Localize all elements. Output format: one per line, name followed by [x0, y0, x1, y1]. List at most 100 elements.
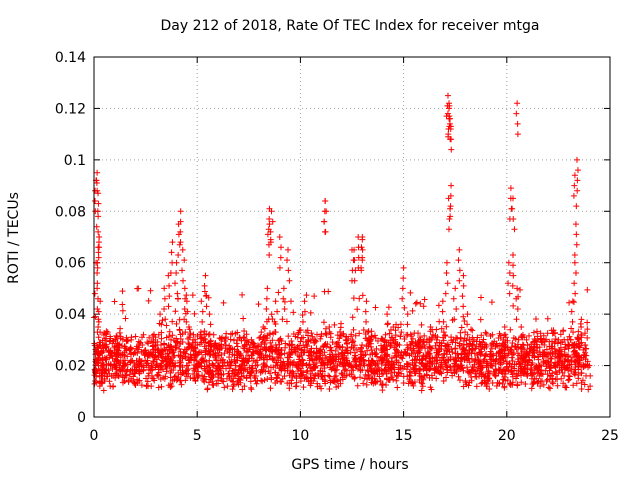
data-point — [249, 352, 256, 359]
data-point — [409, 360, 416, 366]
data-point — [94, 270, 101, 276]
data-point — [485, 367, 492, 374]
data-point — [247, 378, 254, 385]
data-point — [339, 371, 346, 378]
data-point — [285, 246, 292, 253]
data-point — [138, 382, 145, 389]
data-point — [157, 311, 164, 318]
data-point — [95, 200, 102, 207]
data-point — [556, 367, 563, 374]
data-point — [254, 362, 261, 369]
data-point — [284, 257, 291, 264]
data-point — [364, 347, 371, 354]
data-point — [456, 377, 463, 384]
data-point — [154, 372, 161, 379]
data-point — [115, 352, 122, 359]
y-tick-label: 0.1 — [64, 153, 86, 169]
data-point — [155, 384, 162, 391]
data-point — [234, 378, 241, 384]
data-point — [94, 169, 101, 176]
data-point — [548, 355, 555, 362]
data-point — [492, 357, 499, 364]
data-point — [426, 354, 433, 361]
data-point — [302, 374, 309, 381]
data-point — [518, 324, 525, 330]
data-point — [389, 354, 396, 361]
data-point — [95, 213, 102, 220]
data-point — [571, 252, 578, 258]
data-point — [171, 373, 178, 380]
data-point — [531, 353, 538, 360]
data-point — [109, 365, 116, 372]
data-point — [248, 336, 255, 343]
data-point — [367, 336, 374, 343]
data-point — [320, 319, 327, 326]
data-point — [210, 352, 217, 359]
x-tick-label: 25 — [601, 428, 619, 444]
data-point — [95, 244, 102, 251]
data-point — [445, 195, 452, 202]
data-point — [240, 358, 247, 365]
data-point — [557, 331, 564, 338]
data-point — [263, 295, 270, 302]
data-point — [551, 340, 558, 347]
data-point — [209, 378, 216, 385]
data-point — [519, 334, 526, 341]
data-point — [427, 365, 434, 372]
data-point — [378, 367, 385, 374]
data-point — [483, 330, 490, 337]
data-point — [199, 372, 206, 379]
data-point — [240, 344, 247, 351]
data-point — [326, 385, 333, 392]
data-point — [119, 364, 126, 371]
data-point — [176, 345, 183, 352]
data-point — [333, 343, 340, 350]
data-point — [210, 331, 217, 338]
data-point — [458, 324, 465, 331]
data-point — [183, 298, 190, 305]
data-point — [182, 377, 189, 384]
data-point — [215, 343, 222, 350]
data-point — [272, 379, 279, 386]
data-point — [486, 385, 493, 392]
data-point — [159, 354, 166, 361]
data-point — [202, 347, 209, 354]
data-point — [356, 330, 363, 337]
data-point — [532, 337, 539, 344]
data-point — [286, 277, 293, 284]
axis-ticks: 0 5 10 15 20 25 0 0.02 0.04 0.06 0.08 0.1 0.12 0.14 — [55, 50, 619, 444]
data-point — [443, 259, 450, 266]
data-point — [388, 334, 395, 341]
data-point — [206, 357, 213, 364]
data-point — [117, 325, 124, 332]
data-point — [187, 354, 194, 361]
data-point — [235, 349, 242, 355]
data-point — [293, 362, 300, 369]
data-point — [269, 348, 276, 355]
data-point — [271, 318, 278, 325]
data-point — [338, 320, 345, 327]
data-point — [287, 298, 294, 305]
data-point — [392, 338, 399, 345]
data-point — [393, 359, 400, 366]
data-point — [570, 382, 577, 389]
data-point — [326, 373, 333, 380]
data-point — [573, 231, 580, 238]
data-point — [240, 315, 247, 322]
data-point — [447, 205, 454, 212]
data-point — [514, 285, 521, 292]
data-point — [102, 356, 109, 363]
data-point — [148, 372, 155, 379]
data-point — [150, 375, 157, 382]
data-point — [298, 347, 305, 354]
data-point — [562, 383, 569, 390]
data-point — [575, 372, 582, 379]
data-point — [316, 356, 323, 363]
data-point — [505, 280, 512, 287]
data-point — [329, 339, 336, 346]
data-point — [397, 333, 404, 340]
data-point — [390, 324, 397, 330]
data-point — [199, 334, 206, 341]
data-point — [264, 353, 271, 360]
data-point — [427, 345, 434, 352]
